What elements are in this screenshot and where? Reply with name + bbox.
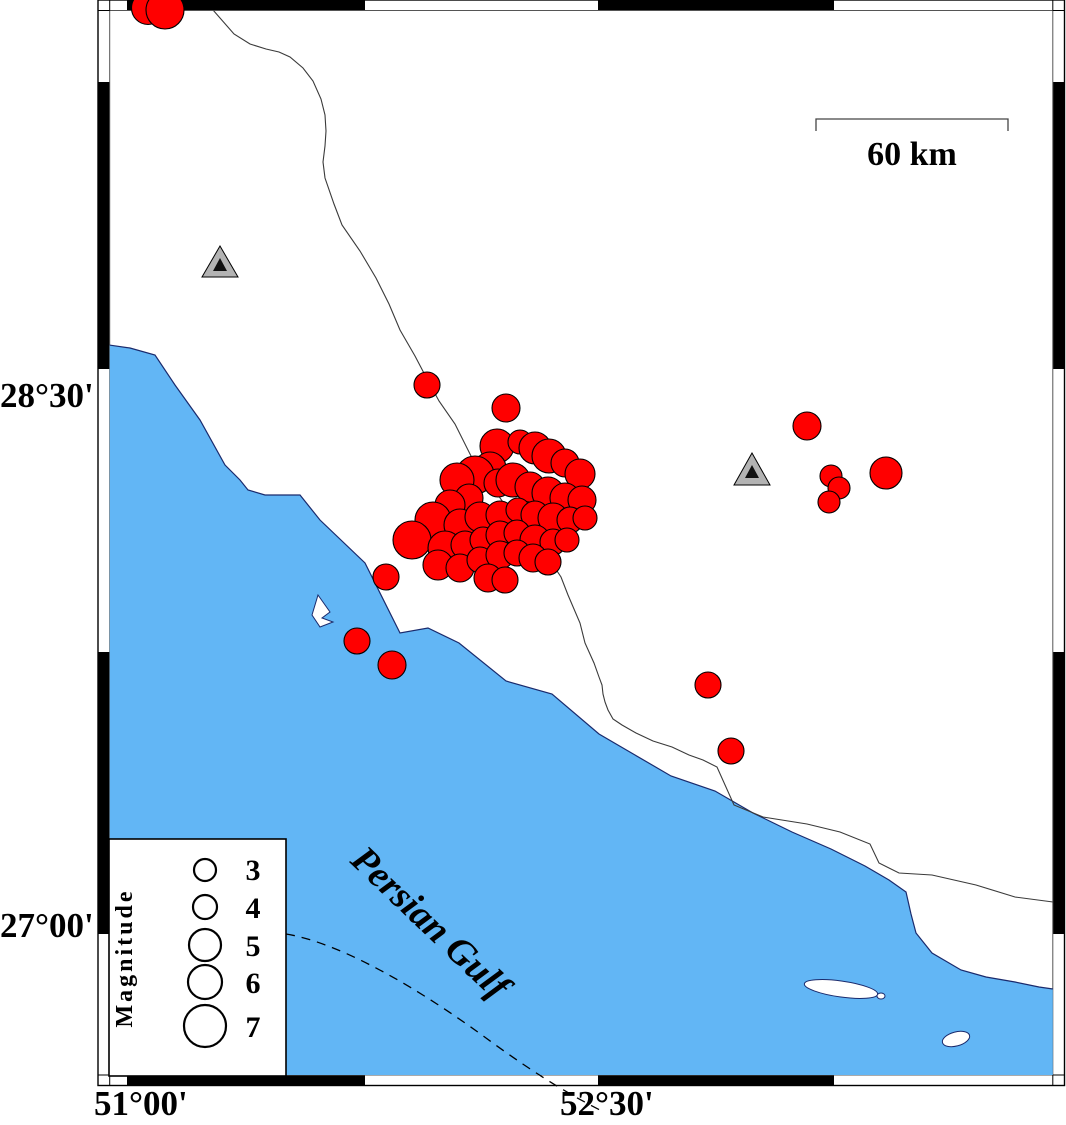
svg-text:Magnitude: Magnitude [112, 888, 138, 1027]
svg-text:51°00': 51°00' [94, 1084, 188, 1123]
svg-text:60 km: 60 km [867, 136, 957, 173]
svg-text:4: 4 [246, 892, 261, 925]
svg-text:28°30': 28°30' [0, 376, 94, 415]
svg-text:5: 5 [246, 930, 261, 963]
svg-text:6: 6 [246, 967, 261, 1000]
svg-text:27°00': 27°00' [0, 906, 94, 945]
svg-text:52°30': 52°30' [560, 1084, 654, 1123]
svg-text:7: 7 [246, 1011, 261, 1044]
svg-text:3: 3 [246, 854, 261, 887]
